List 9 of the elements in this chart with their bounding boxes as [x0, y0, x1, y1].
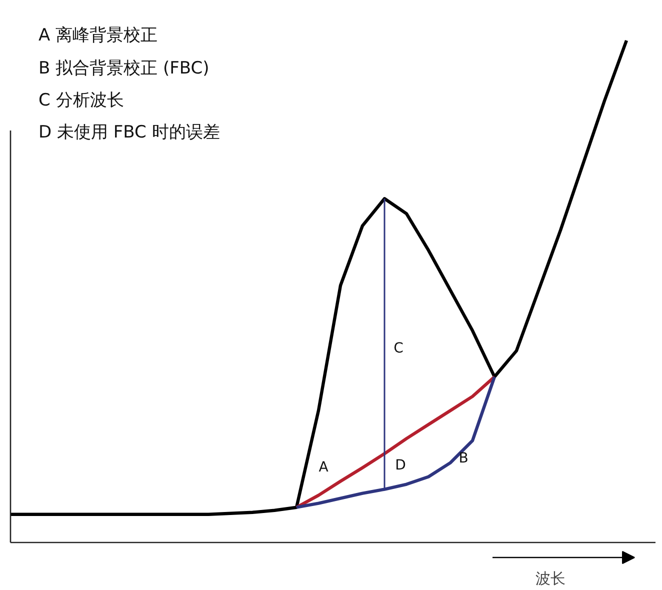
x-axis-title: 波长 — [536, 570, 566, 588]
annotation: C 分析波长 — [38, 90, 124, 110]
annotation: A — [318, 460, 329, 476]
annotation: B 拟合背景校正 (FBC) — [38, 58, 210, 78]
annotation: D — [395, 458, 406, 474]
annotation: D 未使用 FBC 时的误差 — [38, 122, 220, 142]
annotation: C — [394, 340, 404, 356]
annotation: A 离峰背景校正 — [38, 26, 158, 46]
annotation: B — [458, 450, 468, 466]
